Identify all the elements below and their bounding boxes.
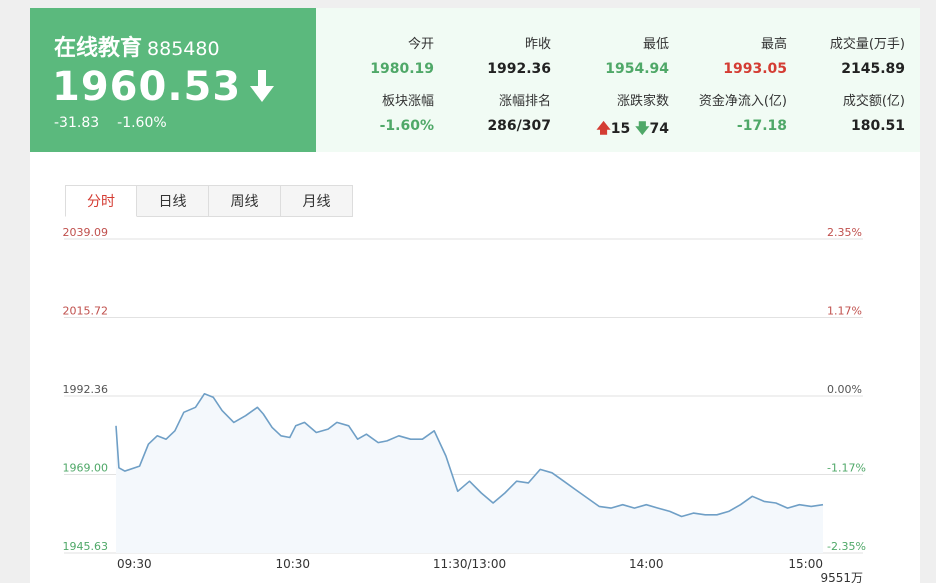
price-line bbox=[115, 393, 824, 518]
y-tick-label-left: 1992.36 bbox=[63, 383, 109, 396]
index-name-text: 在线教育 bbox=[54, 36, 143, 61]
stat-value: 1954.94 bbox=[605, 61, 669, 77]
x-tick-label: 14:00 bbox=[629, 557, 664, 571]
stat-high: 最高 1993.05 bbox=[669, 33, 787, 77]
tab-monthly[interactable]: 月线 bbox=[281, 185, 353, 217]
x-tick-label: 10:30 bbox=[275, 557, 310, 571]
chart-tab-bar: 分时 日线 周线 月线 bbox=[65, 185, 353, 217]
change-row: -31.83 -1.60% bbox=[54, 115, 167, 131]
index-name: 在线教育 885480 bbox=[54, 30, 220, 62]
y-tick-label-right: -2.35% bbox=[827, 540, 866, 553]
y-tick-label-left: 2039.09 bbox=[63, 226, 109, 239]
tab-intraday[interactable]: 分时 bbox=[65, 185, 137, 217]
stat-open: 今开 1980.19 bbox=[316, 33, 434, 77]
advance-count: 15 bbox=[610, 121, 631, 137]
y-tick-label-right: -1.17% bbox=[827, 462, 866, 475]
y-tick-label-left: 2015.72 bbox=[63, 305, 109, 318]
y-tick-label-left: 1945.63 bbox=[63, 540, 109, 553]
chart-card: 2039.09 2.35% 2015.72 1.17% 1992.36 0.00% 1969… bbox=[30, 152, 920, 583]
decline-count: 74 bbox=[649, 121, 669, 137]
y-tick-label-left: 1969.00 bbox=[63, 462, 109, 475]
stat-value: 1992.36 bbox=[487, 61, 551, 77]
stat-value: 2145.89 bbox=[841, 61, 905, 77]
price-area bbox=[116, 393, 823, 553]
stat-value: 🡅15 🡇74 bbox=[551, 118, 669, 142]
stats-panel: 今开 1980.19 昨收 1992.36 最低 1954.94 最高 1993… bbox=[316, 8, 920, 152]
volume-label: 9551万 bbox=[820, 571, 863, 583]
y-tick-label-right: 0.00% bbox=[827, 383, 862, 396]
stat-net-inflow: 资金净流入(亿) -17.18 bbox=[669, 90, 787, 134]
change-value: -31.83 bbox=[54, 115, 100, 131]
stat-label: 资金净流入(亿) bbox=[698, 94, 787, 109]
y-tick-label-right: 1.17% bbox=[827, 305, 862, 318]
stat-label: 最低 bbox=[642, 37, 669, 52]
arrow-up-icon: 🡅 bbox=[596, 121, 611, 137]
arrow-down-icon: 🡇 bbox=[635, 121, 650, 137]
stat-turnover: 成交额(亿) 180.51 bbox=[787, 90, 905, 134]
stat-label: 板块涨幅 bbox=[381, 94, 434, 109]
stat-value: 180.51 bbox=[850, 118, 905, 134]
stat-value: 286/307 bbox=[487, 118, 551, 134]
y-tick-label-right: 2.35% bbox=[827, 226, 862, 239]
stat-value: -1.60% bbox=[379, 118, 434, 134]
stat-label: 涨幅排名 bbox=[498, 94, 551, 109]
change-percent: -1.60% bbox=[117, 115, 167, 131]
stat-value: -17.18 bbox=[736, 118, 787, 134]
stat-label: 成交量(万手) bbox=[829, 37, 905, 52]
stat-prev-close: 昨收 1992.36 bbox=[433, 33, 551, 77]
tab-daily[interactable]: 日线 bbox=[137, 185, 209, 217]
stat-value: 1993.05 bbox=[723, 61, 787, 77]
index-code: 885480 bbox=[147, 38, 220, 60]
index-header: 在线教育 885480 1960.53 -31.83 -1.60% bbox=[30, 8, 316, 152]
x-tick-label: 15:00 bbox=[788, 557, 823, 571]
stat-label: 涨跌家数 bbox=[616, 94, 669, 109]
stat-sector-change: 板块涨幅 -1.60% bbox=[316, 90, 434, 134]
stat-label: 昨收 bbox=[524, 37, 551, 52]
stat-label: 最高 bbox=[760, 37, 787, 52]
stat-label: 今开 bbox=[407, 37, 434, 52]
index-price: 1960.53 bbox=[52, 64, 242, 110]
stat-label: 成交额(亿) bbox=[842, 94, 905, 109]
intraday-chart: 2039.09 2.35% 2015.72 1.17% 1992.36 0.00% 1969… bbox=[63, 226, 866, 583]
stat-value: 1980.19 bbox=[370, 61, 434, 77]
x-tick-label: 09:30 bbox=[117, 557, 152, 571]
stat-rank: 涨幅排名 286/307 bbox=[433, 90, 551, 134]
arrow-down-icon bbox=[250, 70, 274, 102]
stat-advance-decline: 涨跌家数 🡅15 🡇74 bbox=[551, 90, 669, 142]
tab-weekly[interactable]: 周线 bbox=[209, 185, 281, 217]
stat-low: 最低 1954.94 bbox=[551, 33, 669, 77]
x-tick-label: 11:30/13:00 bbox=[433, 557, 506, 571]
stat-volume: 成交量(万手) 2145.89 bbox=[787, 33, 905, 77]
